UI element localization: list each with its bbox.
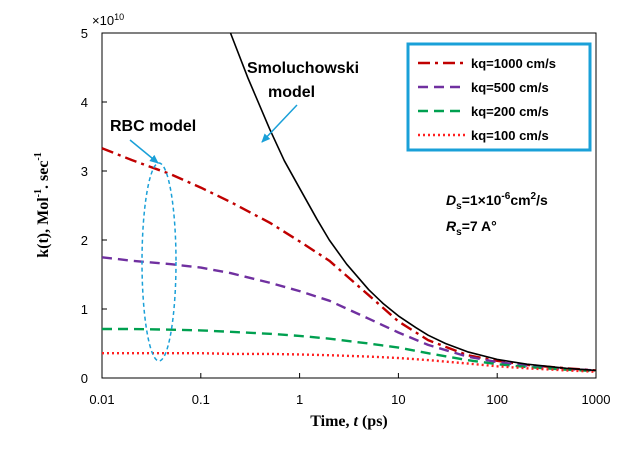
x-tick-label: 0.01 <box>89 392 114 407</box>
series-line-2 <box>102 327 597 373</box>
x-tick-label: 10 <box>391 392 405 407</box>
rs-parameter: Rs=7 A° <box>446 218 497 238</box>
legend-label: kq=100 cm/s <box>471 128 549 143</box>
smoluchowski-arrow <box>261 104 298 143</box>
smoluchowski-label-line1: Smoluchowski <box>247 60 359 77</box>
y-tick-label: 5 <box>81 26 88 41</box>
legend-label: kq=200 cm/s <box>471 104 549 119</box>
x-tick-label: 100 <box>486 392 508 407</box>
y-tick-label: 3 <box>81 164 88 179</box>
series-line-4 <box>229 32 597 372</box>
legend-label: kq=1000 cm/s <box>471 56 556 71</box>
x-tick-label: 0.1 <box>192 392 210 407</box>
x-tick-label: 1 <box>296 392 303 407</box>
rbc-highlight-ellipse <box>141 162 177 362</box>
legend-label: kq=500 cm/s <box>471 80 549 95</box>
legend-box <box>406 42 592 152</box>
series-line-0 <box>101 147 597 372</box>
legend-items: kq=1000 cm/s kq=500 cm/s kq=200 cm/s kq=100… <box>418 56 556 143</box>
plot-area <box>101 32 597 379</box>
y-multiplier: ×1010 <box>92 12 124 28</box>
ds-parameter: Ds=1×10-6cm2/s <box>446 191 548 212</box>
x-tick-label: 1000 <box>582 392 611 407</box>
y-tick-label: 0 <box>81 371 88 386</box>
series-line-1 <box>101 256 597 372</box>
y-axis-ticks: 0 1 2 3 4 5 <box>81 26 107 386</box>
y-tick-label: 2 <box>81 233 88 248</box>
smoluchowski-label-line2: model <box>268 84 315 101</box>
series-line-3 <box>102 352 597 373</box>
x-axis-title: Time, t (ps) <box>310 413 388 430</box>
series-group <box>101 32 597 373</box>
y-axis-title: k(t), Mol-1. sec-1 <box>33 152 52 258</box>
y-tick-label: 1 <box>81 302 88 317</box>
y-tick-label: 4 <box>81 95 88 110</box>
rbc-label: RBC model <box>110 118 196 135</box>
legend: kq=1000 cm/s kq=500 cm/s kq=200 cm/s kq=100… <box>406 42 592 152</box>
x-axis-ticks: 0.01 0.1 1 10 100 1000 <box>89 373 610 407</box>
rbc-arrow <box>129 139 159 164</box>
